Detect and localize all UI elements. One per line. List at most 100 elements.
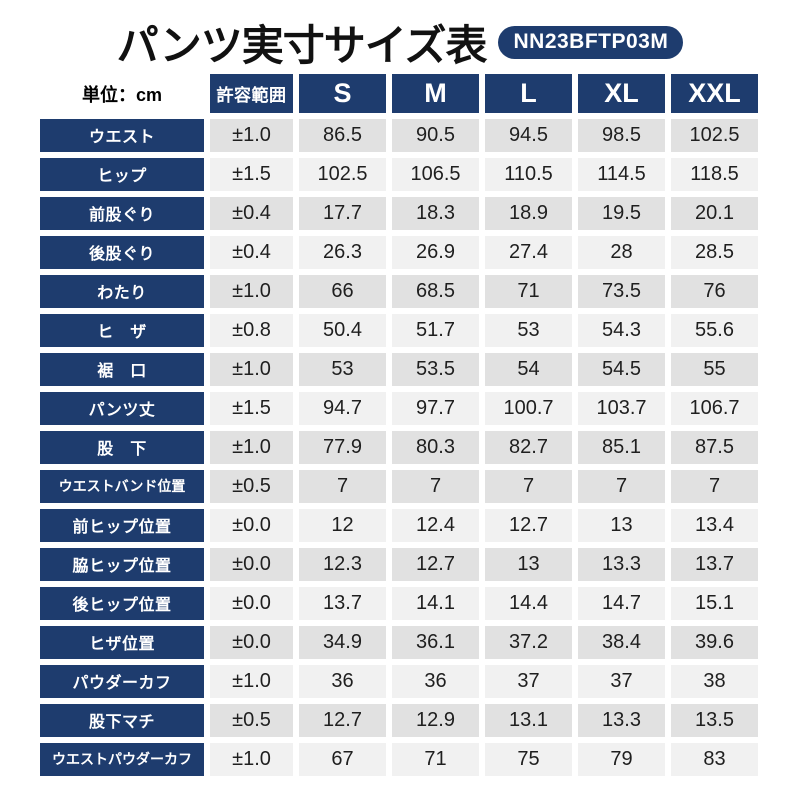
value-cell-m: 12.4 bbox=[392, 508, 479, 542]
value-cell-xxl: 7 bbox=[671, 469, 758, 503]
value-cell-m: 90.5 bbox=[392, 118, 479, 152]
value-cell-s: 66 bbox=[299, 274, 386, 308]
value-cell-xxl: 55.6 bbox=[671, 313, 758, 347]
tolerance-cell: ±0.8 bbox=[210, 313, 293, 347]
value-cell-m: 97.7 bbox=[392, 391, 479, 425]
value-cell-m: 7 bbox=[392, 469, 479, 503]
value-cell-xxl: 13.5 bbox=[671, 703, 758, 737]
value-cell-s: 102.5 bbox=[299, 157, 386, 191]
value-cell-xxl: 38 bbox=[671, 664, 758, 698]
row-label-cell: ヒップ bbox=[40, 157, 204, 191]
value-cell-l: 37.2 bbox=[485, 625, 572, 659]
value-cell-s: 86.5 bbox=[299, 118, 386, 152]
tolerance-cell: ±1.0 bbox=[210, 430, 293, 464]
value-cell-s: 67 bbox=[299, 742, 386, 776]
title-row: パンツ実寸サイズ表 NN23BFTP03M bbox=[0, 12, 800, 73]
row-label-cell: ヒ ザ bbox=[40, 313, 204, 347]
value-cell-l: 37 bbox=[485, 664, 572, 698]
unit-label: 単位：cm bbox=[81, 84, 162, 105]
value-cell-s: 13.7 bbox=[299, 586, 386, 620]
size-header-cell-xl: XL bbox=[578, 74, 665, 113]
value-cell-xxl: 13.7 bbox=[671, 547, 758, 581]
value-cell-s: 7 bbox=[299, 469, 386, 503]
value-cell-s: 53 bbox=[299, 352, 386, 386]
value-cell-m: 80.3 bbox=[392, 430, 479, 464]
value-cell-xxl: 102.5 bbox=[671, 118, 758, 152]
size-table: 単位：cm 許容範囲 S M L XL XXL ウエスト ±1.0 86.5 90.5 94.5 98… bbox=[40, 74, 758, 776]
size-header-cell-l: L bbox=[485, 74, 572, 113]
value-cell-l: 71 bbox=[485, 274, 572, 308]
model-number-badge: NN23BFTP03M bbox=[498, 26, 684, 59]
row-label-cell: 後股ぐり bbox=[40, 235, 204, 269]
tolerance-cell: ±1.0 bbox=[210, 274, 293, 308]
value-cell-xl: 13 bbox=[578, 508, 665, 542]
value-cell-xxl: 20.1 bbox=[671, 196, 758, 230]
value-cell-l: 14.4 bbox=[485, 586, 572, 620]
tolerance-cell: ±1.5 bbox=[210, 391, 293, 425]
value-cell-xl: 13.3 bbox=[578, 547, 665, 581]
value-cell-m: 53.5 bbox=[392, 352, 479, 386]
tolerance-header-cell: 許容範囲 bbox=[210, 74, 293, 113]
tolerance-cell: ±1.5 bbox=[210, 157, 293, 191]
tolerance-cell: ±0.5 bbox=[210, 703, 293, 737]
value-cell-s: 12.7 bbox=[299, 703, 386, 737]
value-cell-xxl: 15.1 bbox=[671, 586, 758, 620]
value-cell-m: 51.7 bbox=[392, 313, 479, 347]
value-cell-m: 18.3 bbox=[392, 196, 479, 230]
value-cell-xxl: 118.5 bbox=[671, 157, 758, 191]
value-cell-m: 68.5 bbox=[392, 274, 479, 308]
tolerance-cell: ±0.4 bbox=[210, 235, 293, 269]
value-cell-xl: 37 bbox=[578, 664, 665, 698]
size-header-cell-s: S bbox=[299, 74, 386, 113]
size-header-cell-m: M bbox=[392, 74, 479, 113]
value-cell-xl: 7 bbox=[578, 469, 665, 503]
value-cell-xl: 103.7 bbox=[578, 391, 665, 425]
row-label-cell: 股下マチ bbox=[40, 703, 204, 737]
value-cell-xxl: 55 bbox=[671, 352, 758, 386]
value-cell-s: 12.3 bbox=[299, 547, 386, 581]
value-cell-l: 75 bbox=[485, 742, 572, 776]
row-label-cell: 後ヒップ位置 bbox=[40, 586, 204, 620]
value-cell-xxl: 28.5 bbox=[671, 235, 758, 269]
row-label-cell: わたり bbox=[40, 274, 204, 308]
value-cell-m: 14.1 bbox=[392, 586, 479, 620]
tolerance-cell: ±0.0 bbox=[210, 547, 293, 581]
value-cell-l: 82.7 bbox=[485, 430, 572, 464]
value-cell-xl: 73.5 bbox=[578, 274, 665, 308]
tolerance-cell: ±0.0 bbox=[210, 508, 293, 542]
value-cell-xl: 54.5 bbox=[578, 352, 665, 386]
value-cell-m: 26.9 bbox=[392, 235, 479, 269]
row-label-cell: パンツ丈 bbox=[40, 391, 204, 425]
row-label-cell: 脇ヒップ位置 bbox=[40, 547, 204, 581]
row-label-cell: 股 下 bbox=[40, 430, 204, 464]
value-cell-m: 36.1 bbox=[392, 625, 479, 659]
value-cell-xl: 114.5 bbox=[578, 157, 665, 191]
tolerance-cell: ±1.0 bbox=[210, 118, 293, 152]
value-cell-m: 12.7 bbox=[392, 547, 479, 581]
value-cell-xl: 38.4 bbox=[578, 625, 665, 659]
tolerance-cell: ±1.0 bbox=[210, 352, 293, 386]
row-label-cell: 前股ぐり bbox=[40, 196, 204, 230]
row-label-cell: ウエストパウダーカフ bbox=[40, 742, 204, 776]
value-cell-l: 18.9 bbox=[485, 196, 572, 230]
value-cell-xl: 28 bbox=[578, 235, 665, 269]
value-cell-s: 77.9 bbox=[299, 430, 386, 464]
row-label-cell: 裾 口 bbox=[40, 352, 204, 386]
tolerance-cell: ±0.5 bbox=[210, 469, 293, 503]
row-label-cell: ウエスト bbox=[40, 118, 204, 152]
row-label-cell: ヒザ位置 bbox=[40, 625, 204, 659]
row-label-cell: ウエストバンド位置 bbox=[40, 469, 204, 503]
value-cell-xl: 54.3 bbox=[578, 313, 665, 347]
value-cell-m: 71 bbox=[392, 742, 479, 776]
page-title: パンツ実寸サイズ表 bbox=[116, 22, 488, 69]
value-cell-xl: 79 bbox=[578, 742, 665, 776]
value-cell-m: 36 bbox=[392, 664, 479, 698]
value-cell-xl: 14.7 bbox=[578, 586, 665, 620]
tolerance-cell: ±0.4 bbox=[210, 196, 293, 230]
value-cell-l: 94.5 bbox=[485, 118, 572, 152]
value-cell-m: 12.9 bbox=[392, 703, 479, 737]
value-cell-s: 34.9 bbox=[299, 625, 386, 659]
tolerance-cell: ±0.0 bbox=[210, 625, 293, 659]
value-cell-m: 106.5 bbox=[392, 157, 479, 191]
